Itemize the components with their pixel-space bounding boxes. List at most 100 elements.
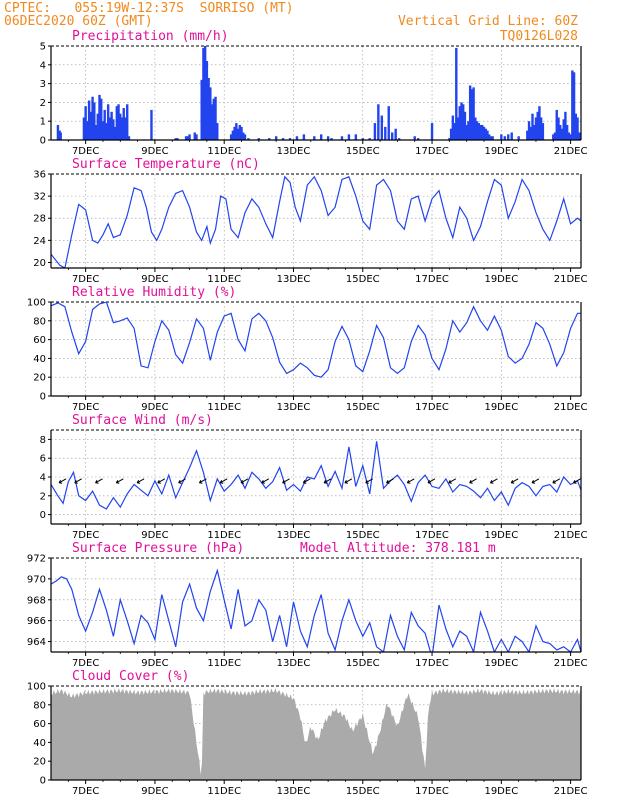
precip-bar xyxy=(326,136,330,140)
wind-arrow xyxy=(282,478,290,484)
wind-arrow xyxy=(427,478,436,484)
header-model: TQ0126L028 xyxy=(500,29,578,44)
precip-bar xyxy=(479,124,482,140)
precip-bar xyxy=(216,123,219,140)
precip-bar xyxy=(103,109,106,140)
temp-y-tick-label: 28 xyxy=(33,214,46,225)
precip-bar xyxy=(463,111,467,140)
precip-bar xyxy=(578,132,581,140)
wind-arrow xyxy=(115,478,124,484)
header-date: 06DEC2020 60Z (GMT) xyxy=(4,14,153,29)
wind-y-tick-label: 8 xyxy=(40,435,46,446)
precip-bar xyxy=(448,138,451,140)
wind-x-tick-label: 11DEC xyxy=(207,530,241,541)
wind-x-tick-label: 21DEC xyxy=(554,530,588,541)
precip-bar xyxy=(233,126,236,140)
precip-panel: 0 1 2 3 4 5 7DEC 9DEC 11DEC 13DEC 15DEC 17DEC 19DEC 2… xyxy=(40,42,588,158)
precip-bar xyxy=(212,98,216,140)
temp-x-tick-label: 15DEC xyxy=(346,274,380,285)
precip-bar xyxy=(89,111,93,140)
precip-bar xyxy=(119,113,122,140)
precip-bar xyxy=(188,134,191,140)
temp-x-tick-label: 11DEC xyxy=(207,274,241,285)
pressure-x-tick-label: 7DEC xyxy=(72,658,99,669)
precip-bar xyxy=(456,117,460,140)
wind-arrow xyxy=(573,478,581,484)
precip-bar xyxy=(93,102,96,140)
precip-bar xyxy=(98,94,101,140)
pressure-x-tick-label: 19DEC xyxy=(484,658,518,669)
precip-x-tick-label: 17DEC xyxy=(415,146,449,157)
precip-bar xyxy=(571,70,574,140)
wind-arrow xyxy=(344,478,353,484)
pressure-panel: 964 966 968 970 972 7DEC 9DEC 11DEC 13DEC 15DEC 17… xyxy=(27,554,588,670)
rh-y-tick-label: 0 xyxy=(40,392,46,403)
precip-bar xyxy=(117,104,120,140)
cloud-x-tick-label: 21DEC xyxy=(554,786,588,797)
rh-x-tick-label: 11DEC xyxy=(207,402,241,413)
temp-plot xyxy=(51,175,581,268)
precip-title: Precipitation (mm/h) xyxy=(72,29,229,44)
precip-bar xyxy=(380,115,384,140)
header-grid-line: Vertical Grid Line: 60Z xyxy=(398,14,578,29)
wind-y-tick-label: 2 xyxy=(40,491,46,502)
precip-bar xyxy=(413,136,416,140)
precip-bar xyxy=(531,113,534,140)
precip-bar xyxy=(517,136,520,140)
precip-bar xyxy=(340,136,344,140)
precip-bar xyxy=(430,123,434,140)
wind-x-tick-label: 19DEC xyxy=(484,530,518,541)
precip-bar xyxy=(470,89,474,140)
cloud-y-tick-label: 80 xyxy=(33,700,46,711)
cloud-y-tick-label: 40 xyxy=(33,738,46,749)
precip-bar xyxy=(565,124,569,140)
precip-bar xyxy=(313,136,316,140)
precip-bar xyxy=(500,134,503,140)
precip-bar xyxy=(373,123,377,140)
precip-bar xyxy=(536,111,539,140)
temp-x-tick-label: 7DEC xyxy=(72,274,99,285)
precip-bar xyxy=(105,123,108,140)
wind-arrow xyxy=(323,478,332,484)
precip-bar xyxy=(210,104,214,140)
wind-plot xyxy=(51,441,581,510)
precip-bar xyxy=(481,124,484,140)
wind-arrow xyxy=(406,478,415,484)
wind-arrow xyxy=(386,478,394,484)
temp-series-line xyxy=(51,175,581,268)
precip-x-tick-label: 15DEC xyxy=(346,146,380,157)
pressure-x-tick-label: 11DEC xyxy=(207,658,241,669)
pressure-y-tick-label: 970 xyxy=(27,574,46,585)
cloud-plot xyxy=(51,688,581,780)
precip-bar xyxy=(510,132,513,140)
precip-bar xyxy=(203,46,207,140)
wind-arrow xyxy=(219,478,228,484)
pressure-x-tick-label: 13DEC xyxy=(277,658,311,669)
rh-x-tick-label: 17DEC xyxy=(415,402,449,413)
temp-x-tick-label: 9DEC xyxy=(141,274,168,285)
precip-bar xyxy=(462,104,465,140)
precip-bar xyxy=(453,123,456,140)
precip-bar xyxy=(115,106,119,140)
rh-y-tick-label: 40 xyxy=(33,354,46,365)
cloud-y-tick-label: 0 xyxy=(40,776,46,787)
cloud-panel: 0 20 40 60 80 100 7DEC 9DEC 11DEC 13DEC 15DEC 17DEC… xyxy=(27,682,588,798)
precip-bar xyxy=(574,113,578,140)
cloud-x-tick-label: 9DEC xyxy=(141,786,168,797)
pressure-x-tick-label: 9DEC xyxy=(141,658,168,669)
precip-bar xyxy=(384,126,387,140)
precip-y-tick-label: 1 xyxy=(40,117,46,128)
precip-bar xyxy=(274,136,278,140)
rh-x-tick-label: 15DEC xyxy=(346,402,380,413)
precip-bar xyxy=(562,119,565,140)
pressure-title: Surface Pressure (hPa) xyxy=(72,541,244,556)
precip-bar xyxy=(96,113,99,140)
model-altitude: Model Altitude: 378.181 m xyxy=(300,541,496,556)
precip-bar xyxy=(302,134,306,140)
precip-bar xyxy=(110,111,113,140)
wind-y-tick-label: 0 xyxy=(40,510,46,521)
precip-bar xyxy=(207,77,210,140)
precip-y-tick-label: 5 xyxy=(40,42,46,53)
wind-arrow xyxy=(74,478,82,484)
